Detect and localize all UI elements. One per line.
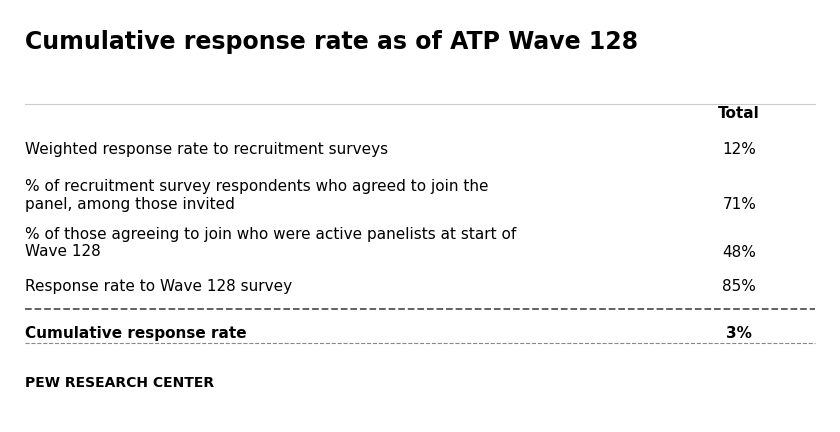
Text: 3%: 3%: [727, 326, 752, 341]
Text: 71%: 71%: [722, 197, 756, 213]
Text: Weighted response rate to recruitment surveys: Weighted response rate to recruitment su…: [25, 142, 388, 157]
Text: % of recruitment survey respondents who agreed to join the
panel, among those in: % of recruitment survey respondents who …: [25, 179, 489, 212]
Text: 48%: 48%: [722, 245, 756, 260]
Text: Total: Total: [718, 106, 760, 121]
Text: PEW RESEARCH CENTER: PEW RESEARCH CENTER: [25, 376, 214, 390]
Text: Cumulative response rate as of ATP Wave 128: Cumulative response rate as of ATP Wave …: [25, 30, 638, 54]
Text: % of those agreeing to join who were active panelists at start of
Wave 128: % of those agreeing to join who were act…: [25, 227, 517, 259]
Text: Cumulative response rate: Cumulative response rate: [25, 326, 247, 341]
Text: 12%: 12%: [722, 142, 756, 157]
Text: Response rate to Wave 128 survey: Response rate to Wave 128 survey: [25, 279, 292, 294]
Text: 85%: 85%: [722, 279, 756, 294]
